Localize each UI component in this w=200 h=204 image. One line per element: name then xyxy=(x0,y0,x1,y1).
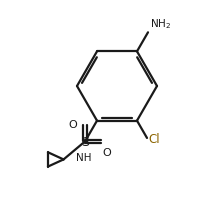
Text: Cl: Cl xyxy=(147,133,159,146)
Text: O: O xyxy=(68,120,77,130)
Text: O: O xyxy=(101,148,110,158)
Text: NH: NH xyxy=(76,153,91,163)
Text: NH$_2$: NH$_2$ xyxy=(149,17,170,31)
Text: S: S xyxy=(81,135,89,148)
